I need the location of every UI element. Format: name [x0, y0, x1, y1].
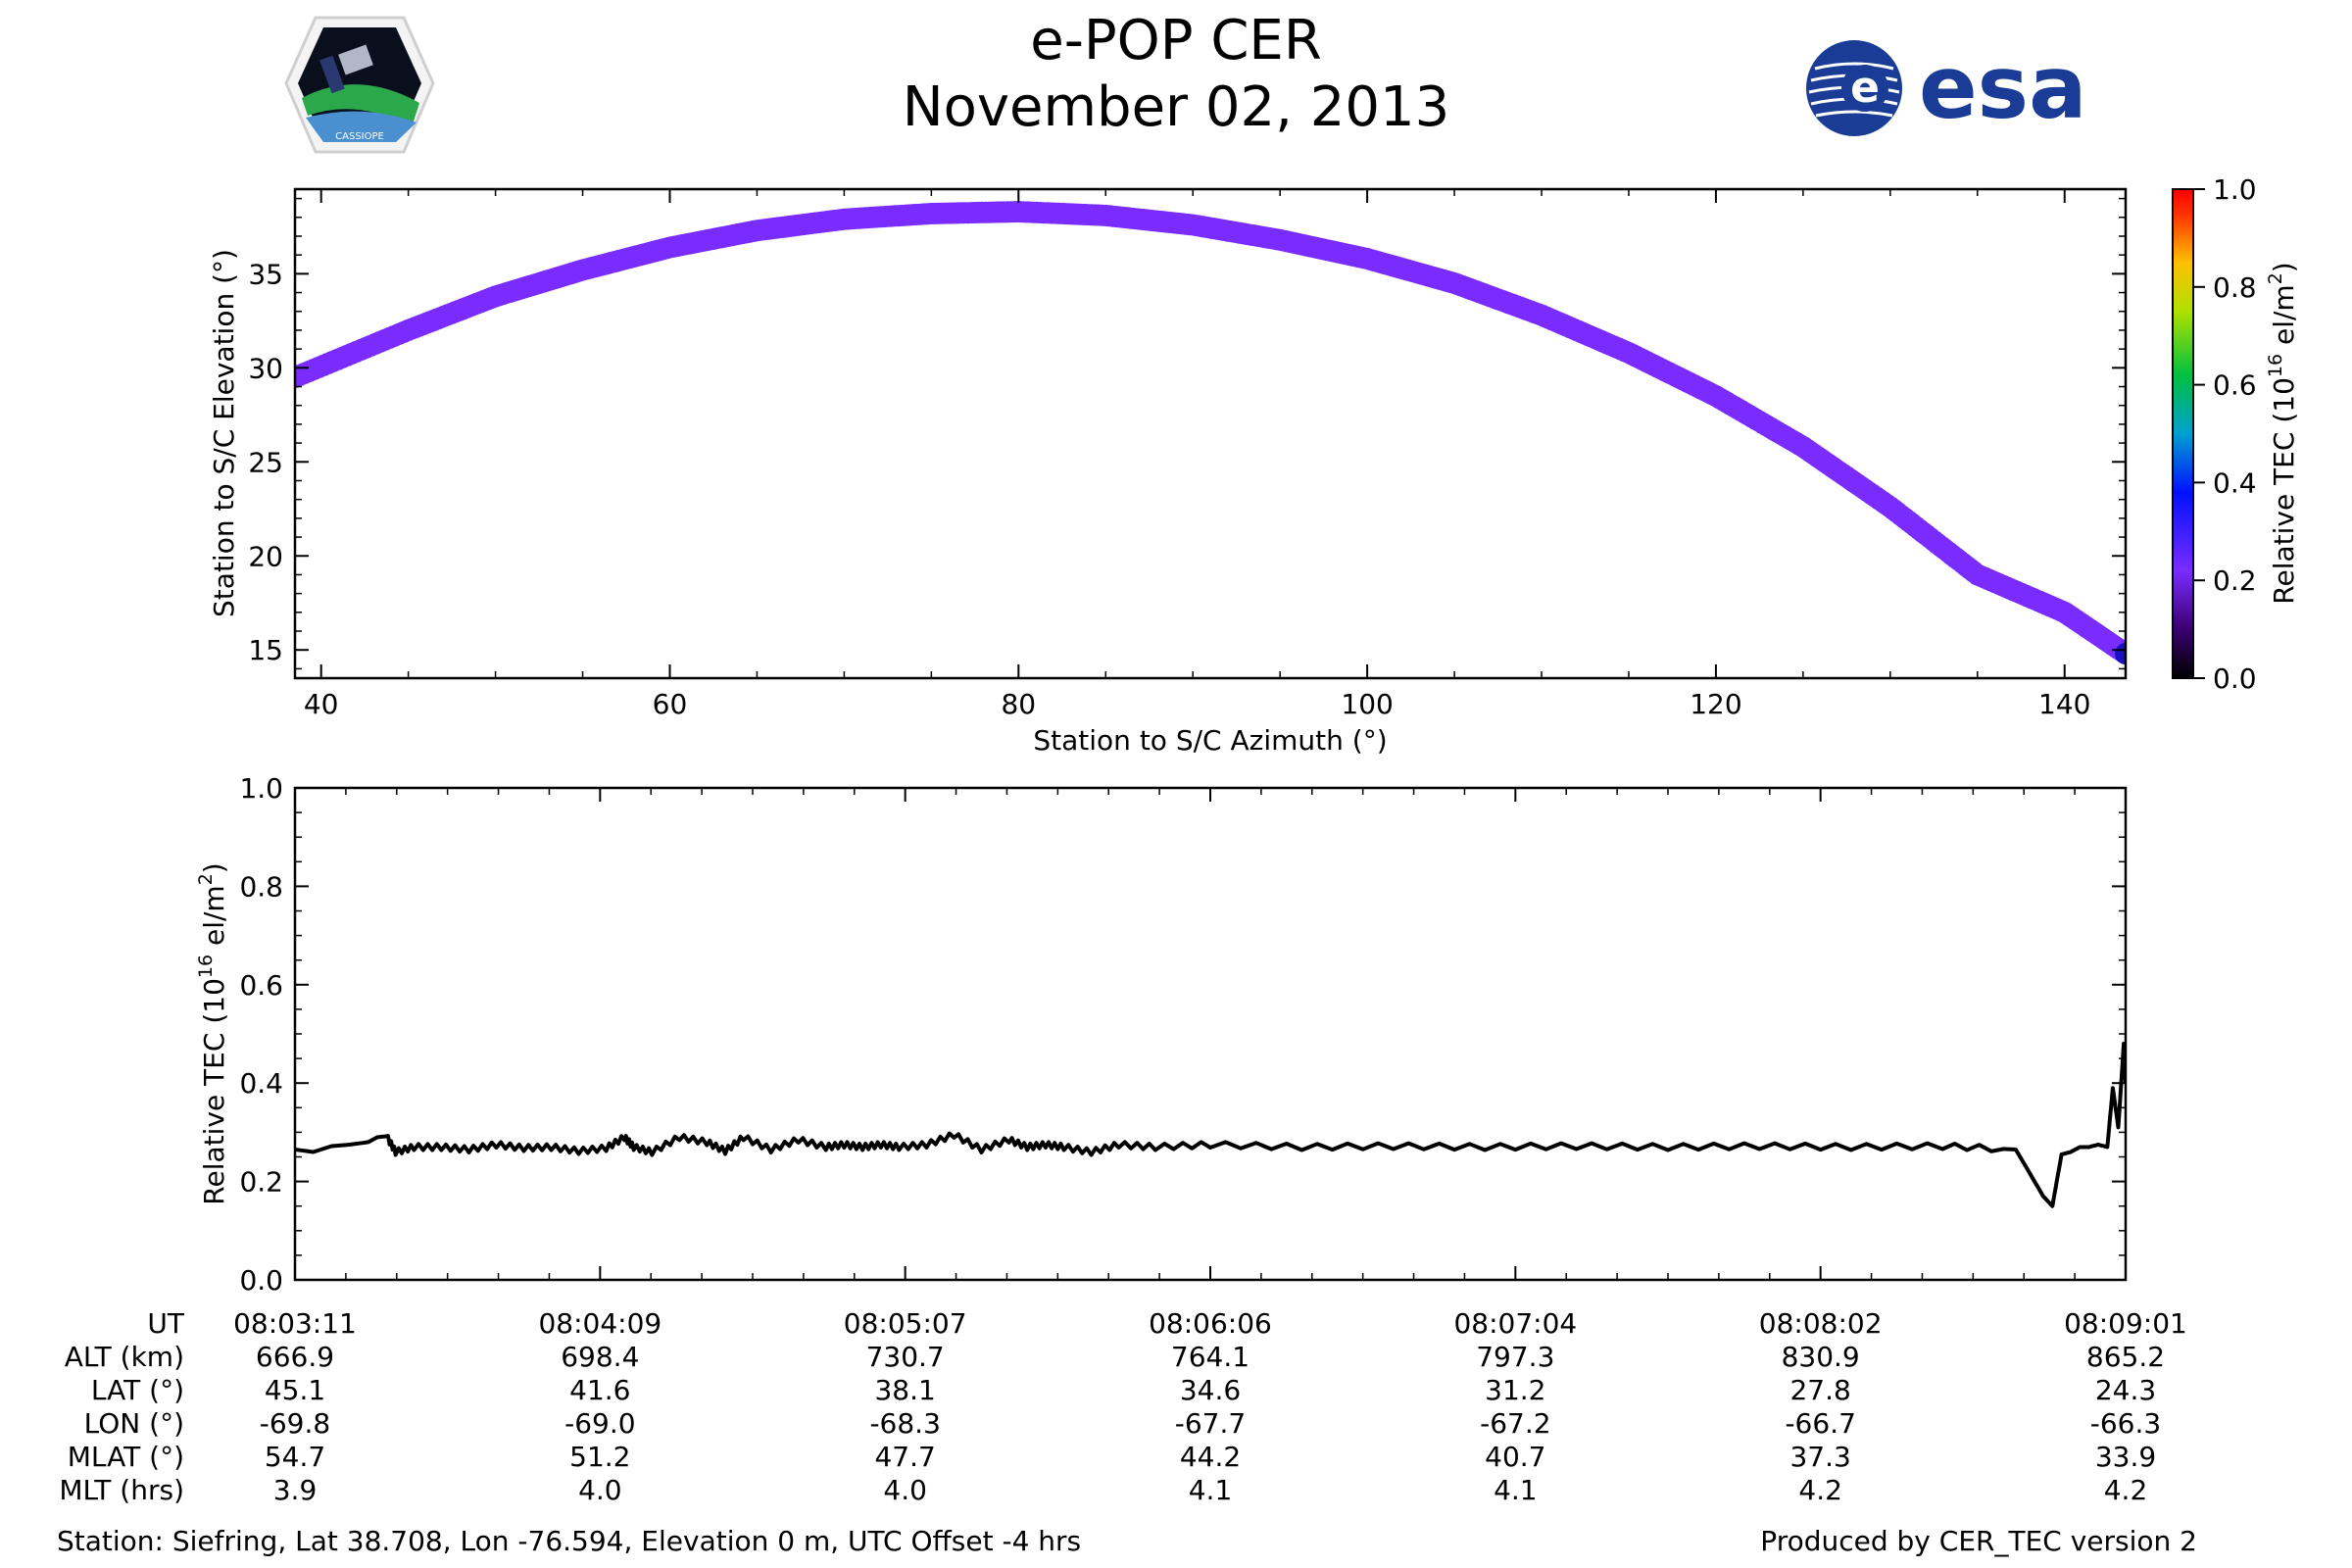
ephemeris-value: 08:04:09 — [538, 1307, 662, 1340]
ephemeris-value: -66.3 — [2090, 1407, 2161, 1440]
ephemeris-value: 34.6 — [1180, 1374, 1241, 1406]
ephemeris-row-label: LAT (°) — [91, 1374, 184, 1406]
ephemeris-value: -69.0 — [564, 1407, 635, 1440]
ephemeris-value: 08:07:04 — [1453, 1307, 1577, 1340]
ephemeris-value: 08:09:01 — [2064, 1307, 2187, 1340]
ephemeris-value: 31.2 — [1485, 1374, 1545, 1406]
top-x-axis-label: Station to S/C Azimuth (°) — [1033, 724, 1387, 757]
ephemeris-table: UT 08:03:11 08:04:09 08:05:07 08:06:06 08:07:… — [59, 1307, 2186, 1506]
ephemeris-value: 45.1 — [265, 1374, 325, 1406]
cassiope-logo: CASSIOPE — [284, 16, 435, 154]
y-tick-label: 20 — [248, 540, 283, 572]
ephemeris-value: 08:05:07 — [844, 1307, 967, 1340]
ephemeris-value: 666.9 — [256, 1341, 334, 1373]
x-tick-label: 60 — [653, 688, 688, 720]
ephemeris-value: 41.6 — [569, 1374, 630, 1406]
tec-series-line — [295, 1042, 2126, 1208]
ephemeris-value: 37.3 — [1789, 1441, 1850, 1473]
y-tick-label: 25 — [248, 446, 283, 478]
y-tick-label: 0.4 — [239, 1067, 283, 1100]
ephemeris-value: 3.9 — [273, 1474, 318, 1506]
ephemeris-value: 44.2 — [1180, 1441, 1241, 1473]
ephemeris-value: 4.0 — [883, 1474, 927, 1506]
ephemeris-value: -68.3 — [869, 1407, 940, 1440]
produced-by: Produced by CER_TEC version 2 — [1760, 1525, 2197, 1557]
satellite-track — [295, 201, 2126, 665]
esa-logo: e esa — [1806, 37, 2086, 138]
ephemeris-value: 865.2 — [2086, 1341, 2165, 1373]
ephemeris-value: 54.7 — [265, 1441, 325, 1473]
ephemeris-value: 51.2 — [569, 1441, 630, 1473]
colorbar-tick-label: 0.8 — [2213, 271, 2257, 304]
ephemeris-row-label: ALT (km) — [65, 1341, 184, 1373]
ephemeris-value: 38.1 — [874, 1374, 935, 1406]
ephemeris-value: -66.7 — [1785, 1407, 1855, 1440]
ephemeris-value: 33.9 — [2095, 1441, 2156, 1473]
bottom-y-axis-label: Relative TEC (1016 el/m2) — [195, 862, 230, 1204]
x-tick-label: 40 — [304, 688, 339, 720]
ephemeris-value: 698.4 — [561, 1341, 639, 1373]
station-info: Station: Siefring, Lat 38.708, Lon -76.5… — [57, 1525, 1082, 1557]
y-tick-label: 35 — [248, 258, 283, 290]
y-tick-label: 15 — [248, 634, 283, 666]
top-axes-frame — [293, 187, 2128, 680]
ephemeris-value: 08:06:06 — [1149, 1307, 1272, 1340]
figure-title: e-POP CER — [1030, 9, 1322, 73]
svg-text:e: e — [1850, 63, 1880, 113]
colorbar-tick-label: 0.0 — [2213, 662, 2257, 695]
x-tick-label: 100 — [1341, 688, 1393, 720]
ephemeris-value: -67.7 — [1175, 1407, 1246, 1440]
ephemeris-value: 08:08:02 — [1759, 1307, 1883, 1340]
colorbar-tick-label: 0.2 — [2213, 564, 2257, 597]
ephemeris-value: 27.8 — [1789, 1374, 1850, 1406]
ephemeris-row-label: UT — [147, 1307, 184, 1340]
ephemeris-value: 764.1 — [1171, 1341, 1250, 1373]
ephemeris-value: 4.2 — [2104, 1474, 2148, 1506]
ephemeris-row-label: MLAT (°) — [68, 1441, 184, 1473]
ephemeris-value: 4.0 — [578, 1474, 622, 1506]
ephemeris-value: 4.1 — [1494, 1474, 1538, 1506]
ephemeris-row-label: LON (°) — [84, 1407, 184, 1440]
ephemeris-value: 797.3 — [1476, 1341, 1554, 1373]
elevation-azimuth-panel: 40 60 80 100 120 140 15 20 25 30 35 Station to S/C… — [208, 187, 2128, 757]
x-tick-label: 120 — [1690, 688, 1741, 720]
ephemeris-value: 4.1 — [1189, 1474, 1233, 1506]
track-point — [2115, 643, 2126, 665]
ephemeris-value: 4.2 — [1798, 1474, 1842, 1506]
ephemeris-value: 08:03:11 — [233, 1307, 357, 1340]
colorbar: 0.0 0.2 0.4 0.6 0.8 1.0 Relative TEC (1016 el… — [2172, 173, 2300, 695]
top-y-axis-label: Station to S/C Elevation (°) — [208, 249, 240, 617]
logo-right-text: esa — [1919, 37, 2086, 138]
colorbar-label: Relative TEC (1016 el/m2) — [2265, 262, 2300, 604]
y-tick-label: 0.0 — [239, 1264, 283, 1297]
y-tick-label: 30 — [248, 352, 283, 384]
colorbar-ticks: 0.0 0.2 0.4 0.6 0.8 1.0 — [2193, 173, 2257, 695]
ephemeris-row-label: MLT (hrs) — [59, 1474, 184, 1506]
ephemeris-value: 40.7 — [1485, 1441, 1545, 1473]
logo-left-text: CASSIOPE — [335, 131, 384, 142]
bottom-axes-frame — [293, 786, 2128, 1282]
ephemeris-value: 47.7 — [874, 1441, 935, 1473]
x-tick-label: 80 — [1001, 688, 1036, 720]
figure-date: November 02, 2013 — [902, 75, 1450, 139]
ephemeris-value: 830.9 — [1782, 1341, 1860, 1373]
y-tick-label: 0.8 — [239, 870, 283, 903]
ephemeris-value: 24.3 — [2095, 1374, 2156, 1406]
bottom-axis-ticks: 0.0 0.2 0.4 0.6 0.8 1.0 — [239, 772, 2127, 1297]
ephemeris-value: -69.8 — [260, 1407, 330, 1440]
top-axis-ticks: 40 60 80 100 120 140 15 20 25 30 35 — [248, 189, 2126, 720]
y-tick-label: 1.0 — [239, 772, 283, 805]
colorbar-tick-label: 0.6 — [2213, 369, 2257, 402]
colorbar-tick-label: 1.0 — [2213, 173, 2257, 206]
colorbar-gradient — [2172, 188, 2194, 679]
y-tick-label: 0.2 — [239, 1166, 283, 1199]
x-tick-label: 140 — [2038, 688, 2090, 720]
y-tick-label: 0.6 — [239, 969, 283, 1002]
ephemeris-value: 730.7 — [866, 1341, 945, 1373]
colorbar-tick-label: 0.4 — [2213, 466, 2257, 499]
tec-timeseries-panel: 0.0 0.2 0.4 0.6 0.8 1.0 Relative TEC (1016 el… — [59, 772, 2186, 1506]
ephemeris-value: -67.2 — [1480, 1407, 1550, 1440]
